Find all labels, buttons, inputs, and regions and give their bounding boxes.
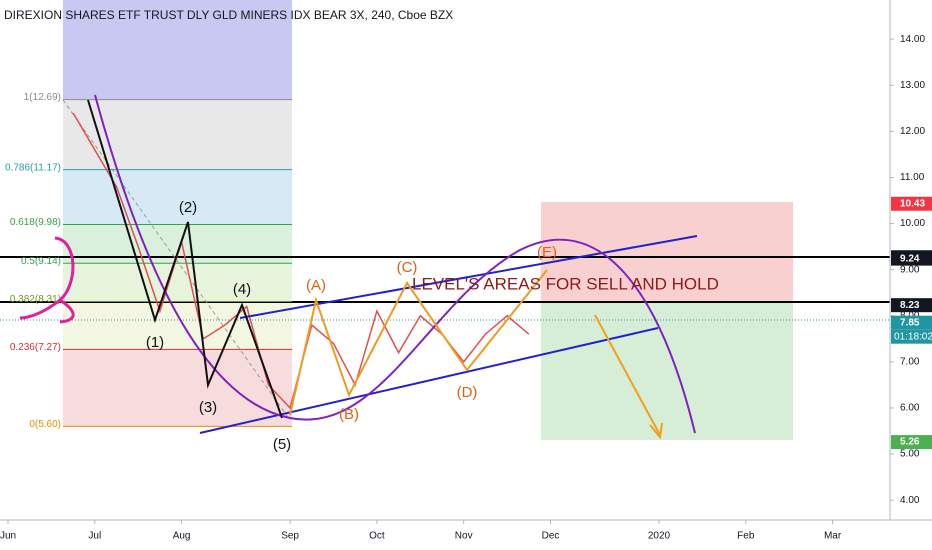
fib-label: 0.382(8.31) xyxy=(10,294,61,305)
x-tick-label: Jul xyxy=(88,531,101,542)
x-tick-label: Nov xyxy=(455,531,473,542)
fib-zone xyxy=(63,301,292,349)
price-badge-label: 7.85 xyxy=(900,317,920,328)
arrow xyxy=(594,314,661,436)
price-badge-label: 10.43 xyxy=(900,198,925,209)
price-badge xyxy=(891,315,932,330)
fib-label: 0.236(7.27) xyxy=(10,342,61,353)
fib-label: 0(5.60) xyxy=(29,419,61,430)
fib-zone xyxy=(63,349,292,426)
countdown: 01:18:02 xyxy=(894,331,932,342)
price-badge xyxy=(891,298,932,313)
fib-zone xyxy=(63,169,292,224)
wave-label: (C) xyxy=(397,259,418,276)
arrow-head xyxy=(649,422,663,440)
channel-lower xyxy=(199,327,659,434)
x-tick-label: 2020 xyxy=(648,531,671,542)
y-tick-label: 13.00 xyxy=(900,80,925,91)
highlight-mark xyxy=(19,236,75,324)
y-tick-label: 4.00 xyxy=(900,495,920,506)
y-tick-label: 9.00 xyxy=(900,264,920,275)
x-tick-label: Jun xyxy=(0,531,16,542)
x-tick-label: Sep xyxy=(281,531,299,542)
cycle-curve xyxy=(94,94,696,434)
x-tick-label: Aug xyxy=(173,531,191,542)
channel-upper xyxy=(239,235,698,319)
target-zone xyxy=(541,302,793,440)
countdown-badge xyxy=(891,329,932,344)
annotation: LEVEL'S AREAS FOR SELL AND HOLD xyxy=(412,274,719,293)
wave-label: (B) xyxy=(339,406,359,423)
y-tick-label: 10.00 xyxy=(900,218,925,229)
fib-zone xyxy=(63,99,292,169)
stop-zone xyxy=(541,202,793,302)
fib-label: 0.5(9.14) xyxy=(21,256,61,267)
x-tick-label: Oct xyxy=(369,531,385,542)
impulse-waves xyxy=(87,99,283,419)
price-badge xyxy=(891,196,932,211)
price-badge-label: 5.26 xyxy=(900,437,920,448)
wave-label: (A) xyxy=(306,277,326,294)
price-badge-label: 9.24 xyxy=(900,253,920,264)
corrective-waves xyxy=(289,269,548,416)
wave-label: (4) xyxy=(233,281,251,298)
y-tick-label: 6.00 xyxy=(900,403,920,414)
y-tick-label: 7.00 xyxy=(900,357,920,368)
wave-label: (D) xyxy=(457,384,478,401)
x-tick-label: Mar xyxy=(824,531,842,542)
fib-label: 0.786(11.17) xyxy=(5,162,61,173)
y-tick-label: 14.00 xyxy=(900,34,925,45)
wave-label: (3) xyxy=(199,399,217,416)
y-tick-label: 12.00 xyxy=(900,126,925,137)
y-tick-label: 11.00 xyxy=(900,172,925,183)
y-tick-label: 5.00 xyxy=(900,449,920,460)
fib-label: 0.618(9.98) xyxy=(10,217,61,228)
x-tick-label: Dec xyxy=(542,531,560,542)
x-tick-label: Feb xyxy=(737,531,755,542)
price-badge xyxy=(891,435,932,450)
price-badge xyxy=(891,251,932,266)
wave-label: (E) xyxy=(537,244,557,261)
price-badge-label: 8.23 xyxy=(900,300,920,311)
fib-zone xyxy=(63,0,292,99)
chart-title: DIREXION SHARES ETF TRUST DLY GLD MINERS… xyxy=(4,8,453,22)
fib-zone xyxy=(63,263,292,301)
wave-label: (5) xyxy=(273,436,291,453)
wave-label: (2) xyxy=(179,199,197,216)
fib-label: 1(12.69) xyxy=(24,92,61,103)
wave-label: (1) xyxy=(146,334,164,351)
